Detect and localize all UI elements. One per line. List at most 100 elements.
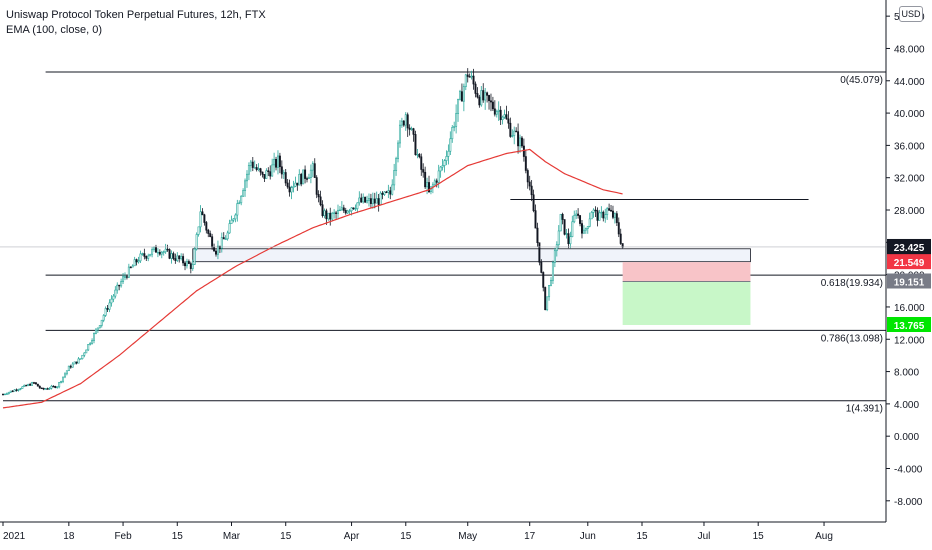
- candle: [207, 228, 210, 238]
- candle: [615, 211, 618, 226]
- candle: [366, 195, 369, 204]
- candle: [193, 246, 196, 265]
- candle: [493, 100, 496, 117]
- candle: [325, 208, 328, 225]
- time-tick-label: Aug: [815, 531, 833, 542]
- candle: [9, 390, 12, 393]
- candle: [462, 83, 465, 112]
- candle: [414, 130, 417, 156]
- candle: [550, 277, 552, 287]
- candle: [129, 266, 132, 269]
- candle: [613, 212, 616, 224]
- candle: [619, 228, 622, 245]
- candle: [131, 264, 134, 268]
- candle: [300, 172, 303, 187]
- time-tick-label: 15: [172, 531, 184, 542]
- candle: [21, 386, 24, 389]
- candle: [215, 249, 217, 257]
- candle: [617, 217, 620, 238]
- candle: [329, 207, 332, 226]
- candle: [302, 169, 305, 185]
- candle: [383, 191, 386, 197]
- time-tick-label: 15: [753, 531, 765, 542]
- time-tick-label: Jun: [580, 531, 596, 542]
- candle: [451, 125, 454, 143]
- candle: [610, 205, 613, 212]
- candle: [443, 159, 446, 173]
- time-tick-label: 17: [524, 531, 536, 542]
- candle: [482, 83, 485, 103]
- candle: [172, 251, 175, 261]
- candle: [71, 362, 74, 368]
- symbol-title[interactable]: Uniswap Protocol Token Perpetual Futures…: [6, 9, 266, 21]
- ema-indicator-label[interactable]: EMA (100, close, 0): [6, 24, 102, 36]
- price-tick-label: 0.000: [894, 432, 919, 443]
- candle: [373, 192, 376, 209]
- candle: [410, 126, 413, 131]
- candle: [280, 160, 283, 179]
- candle: [358, 191, 361, 206]
- candle: [75, 361, 78, 365]
- candle: [122, 273, 125, 284]
- time-tick-label: 2021: [3, 531, 26, 542]
- candle: [246, 170, 248, 188]
- candle: [85, 349, 88, 354]
- candle: [569, 231, 572, 249]
- candle: [515, 127, 518, 133]
- candle: [108, 299, 111, 313]
- candle: [185, 258, 188, 269]
- candle: [168, 248, 171, 260]
- candle: [249, 159, 252, 172]
- position-tool[interactable]: [622, 262, 751, 325]
- currency-button[interactable]: USD: [899, 6, 923, 22]
- candle: [368, 193, 370, 207]
- price-tick-label: 48.000: [894, 44, 925, 55]
- candle: [311, 161, 314, 178]
- time-axis[interactable]: 2021 18 Feb 15 Mar 15 Apr 15 May 17 Jun 15 Jul 15 Aug: [0, 521, 886, 542]
- candle: [133, 256, 136, 267]
- time-tick-label: 18: [63, 531, 75, 542]
- candle: [377, 193, 380, 212]
- candle: [282, 169, 285, 179]
- candle: [534, 204, 537, 229]
- candle: [422, 163, 425, 178]
- candle: [162, 250, 165, 256]
- candle: [205, 221, 208, 234]
- candle: [582, 225, 585, 234]
- take-profit-zone[interactable]: [622, 281, 751, 325]
- candle: [455, 104, 458, 134]
- candle: [439, 166, 442, 178]
- candle: [604, 208, 607, 223]
- candle: [201, 208, 204, 216]
- candle: [402, 119, 405, 127]
- stop-loss-zone[interactable]: [622, 262, 751, 282]
- zone-box[interactable]: [192, 248, 751, 263]
- candle: [7, 391, 10, 395]
- candle: [224, 235, 227, 240]
- time-tick-label: Feb: [114, 531, 132, 542]
- candle: [36, 383, 39, 387]
- candle: [298, 169, 301, 186]
- candle: [313, 158, 316, 178]
- price-label-value: 13.765: [894, 321, 925, 332]
- candle: [73, 361, 76, 365]
- candle: [323, 208, 326, 219]
- candle: [594, 206, 597, 218]
- candle: [263, 174, 266, 183]
- candle: [187, 259, 190, 265]
- fib-level-label: 0(45.079): [840, 75, 883, 86]
- candle: [536, 222, 539, 247]
- candle: [137, 256, 140, 264]
- support-zone-box[interactable]: [192, 248, 751, 263]
- candle: [337, 204, 339, 219]
- time-tick-label: 15: [280, 531, 292, 542]
- candle: [62, 376, 65, 384]
- candle: [586, 225, 589, 234]
- candle: [110, 295, 113, 307]
- candle: [381, 191, 384, 200]
- candle: [34, 382, 37, 385]
- candle: [412, 127, 415, 142]
- candle: [391, 179, 394, 196]
- candle: [418, 153, 421, 159]
